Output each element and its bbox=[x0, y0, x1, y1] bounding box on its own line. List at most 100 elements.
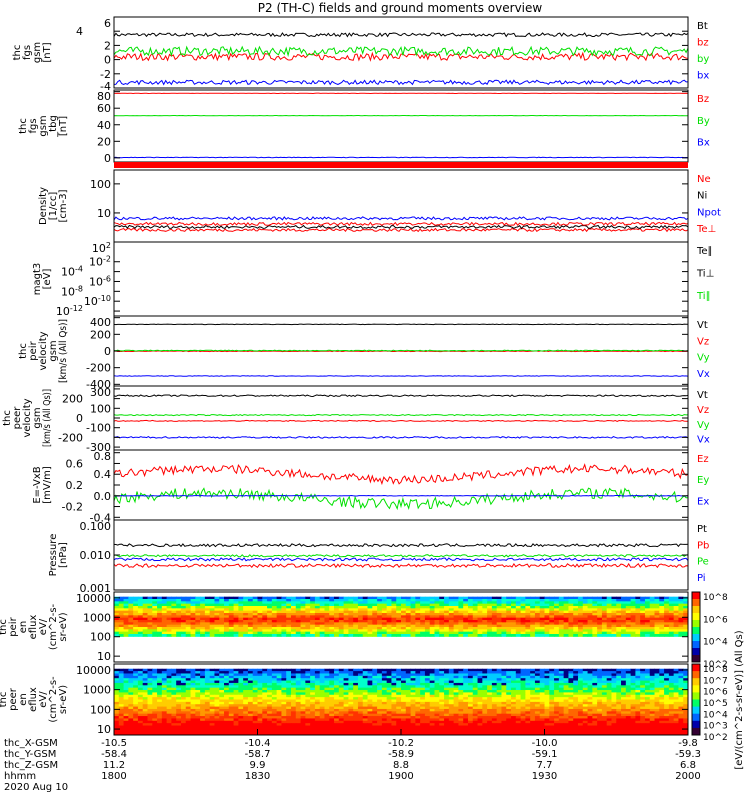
spectrogram-cell bbox=[683, 699, 689, 703]
spectrogram-cell bbox=[157, 610, 163, 614]
spectrogram-cell bbox=[458, 613, 464, 616]
spectrogram-cell bbox=[267, 713, 273, 717]
spectrogram-cell bbox=[133, 606, 139, 609]
spectrogram-cell bbox=[520, 685, 526, 689]
spectrogram-cell bbox=[668, 708, 675, 712]
spectrogram-cell bbox=[668, 699, 675, 703]
spectrogram-cell bbox=[501, 624, 507, 628]
spectrogram-cell bbox=[611, 694, 617, 698]
spectrogram-cell bbox=[252, 720, 258, 724]
spectrogram-cell bbox=[401, 699, 407, 703]
spectrogram-cell bbox=[582, 668, 589, 672]
spectrogram-cell bbox=[157, 627, 163, 630]
spectrogram-cell bbox=[616, 615, 622, 619]
spectrogram-cell bbox=[343, 716, 349, 719]
spectrogram-cell bbox=[204, 620, 211, 623]
spectrogram-cell bbox=[597, 678, 603, 682]
spectrogram-cell bbox=[401, 668, 407, 672]
spectrogram-cell bbox=[496, 610, 502, 614]
spectrogram-cell bbox=[410, 692, 416, 696]
spectrogram-cell bbox=[329, 599, 335, 602]
spectrogram-cell bbox=[391, 706, 397, 710]
spectrogram-cell bbox=[367, 680, 373, 684]
spectrogram-cell bbox=[582, 697, 589, 700]
spectrogram-cell bbox=[228, 704, 235, 708]
y-axis-label: eV/ bbox=[38, 618, 49, 635]
spectrogram-cell bbox=[348, 627, 354, 630]
spectrogram-cell bbox=[200, 624, 206, 628]
spectrogram-cell bbox=[286, 603, 292, 607]
spectrogram-cell bbox=[668, 687, 675, 691]
spectrogram-cell bbox=[238, 617, 244, 621]
spectrogram-cell bbox=[606, 680, 612, 684]
spectrogram-cell bbox=[511, 634, 517, 637]
spectrogram-cell bbox=[161, 706, 168, 710]
spectrogram-cell bbox=[477, 708, 483, 712]
spectrogram-cell bbox=[290, 690, 297, 693]
spectrogram-cell bbox=[491, 622, 498, 626]
spectrogram-cell bbox=[372, 668, 378, 672]
spectrogram-cell bbox=[166, 701, 172, 705]
spectrogram-cell bbox=[152, 694, 158, 698]
spectrogram-cell bbox=[611, 606, 617, 609]
spectrogram-cell bbox=[401, 606, 407, 609]
spectrogram-cell bbox=[185, 622, 192, 626]
spectrogram-cell bbox=[515, 704, 522, 708]
spectrogram-cell bbox=[640, 671, 646, 674]
spectrogram-cell bbox=[644, 690, 651, 693]
spectrogram-cell bbox=[180, 699, 187, 703]
spectrogram-cell bbox=[329, 596, 335, 600]
spectrogram-cell bbox=[114, 617, 120, 621]
spectrogram-cell bbox=[195, 682, 201, 686]
spectrogram-cell bbox=[209, 682, 215, 686]
spectrogram-cell bbox=[601, 704, 608, 708]
spectrogram-cell bbox=[271, 706, 278, 710]
spectrogram-cell bbox=[300, 601, 306, 605]
spectrogram-cell bbox=[506, 701, 512, 705]
spectrogram-cell bbox=[616, 711, 622, 715]
y-tick-label: 0.0 bbox=[94, 490, 112, 503]
spectrogram-cell bbox=[582, 610, 589, 614]
spectrogram-cell bbox=[467, 704, 474, 708]
y-axis-label: [nT] bbox=[42, 42, 53, 62]
spectrogram-cell bbox=[664, 615, 670, 619]
spectrogram-cell bbox=[224, 690, 230, 693]
spectrogram-cell bbox=[262, 718, 268, 722]
spectrogram-cell bbox=[439, 610, 445, 614]
spectrogram-cell bbox=[635, 668, 641, 672]
spectrogram-cell bbox=[640, 668, 646, 672]
spectrogram-cell bbox=[157, 596, 163, 600]
spectrogram-cell bbox=[606, 699, 612, 703]
spectrogram-cell bbox=[659, 701, 665, 705]
spectrogram-cell bbox=[424, 675, 431, 679]
spectrogram-cell bbox=[429, 608, 435, 612]
spectrogram-cell bbox=[257, 627, 263, 630]
spectrogram-cell bbox=[338, 685, 345, 689]
spectrogram-cell bbox=[592, 699, 598, 703]
spectrogram-cell bbox=[587, 685, 593, 689]
spectrogram-cell bbox=[257, 601, 263, 605]
spectrogram-cell bbox=[554, 668, 560, 672]
spectrogram-cell bbox=[630, 708, 636, 712]
spectrogram-cell bbox=[252, 711, 258, 715]
spectrogram-cell bbox=[472, 685, 479, 689]
spectrogram-cell bbox=[463, 671, 469, 674]
spectrogram-cell bbox=[420, 620, 426, 623]
spectrogram-cell bbox=[142, 701, 148, 705]
spectrogram-cell bbox=[224, 682, 230, 686]
spectrogram-cell bbox=[180, 711, 187, 715]
spectrogram-cell bbox=[137, 692, 144, 696]
spectrogram-cell bbox=[587, 615, 593, 619]
spectrogram-cell bbox=[582, 624, 589, 628]
spectrogram-cell bbox=[534, 697, 541, 700]
spectrogram-cell bbox=[592, 708, 598, 712]
spectrogram-cell bbox=[137, 701, 144, 705]
legend-Te∥: Te∥ bbox=[696, 246, 713, 257]
spectrogram-cell bbox=[262, 687, 268, 691]
spectrogram-cell bbox=[176, 706, 182, 710]
spectrogram-cell bbox=[391, 601, 397, 605]
spectrogram-cell bbox=[228, 608, 235, 612]
spectrogram-cell bbox=[386, 716, 392, 719]
colorbar-segment bbox=[692, 634, 700, 642]
spectrogram-cell bbox=[525, 716, 531, 719]
